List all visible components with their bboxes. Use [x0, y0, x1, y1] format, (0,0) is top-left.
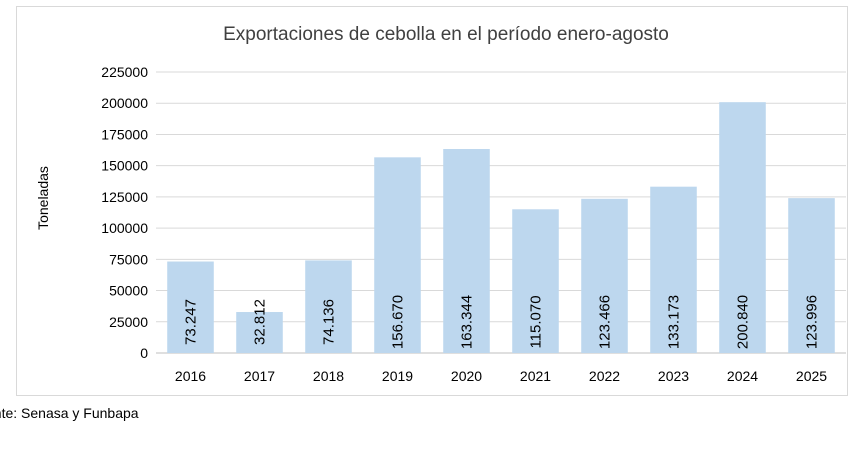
chart-frame [16, 6, 848, 396]
x-tick-labels: 2016 2017 2018 2019 2020 2021 2022 2023 2024 2025 [175, 368, 827, 384]
bar-2023 [650, 186, 697, 353]
data-label: 200.840 [735, 295, 752, 349]
x-tick-label: 2024 [727, 368, 758, 384]
bar-2020 [443, 149, 490, 353]
y-tick-label: 0 [140, 345, 148, 361]
y-tick-label: 225000 [101, 64, 148, 80]
y-tick-label: 100000 [101, 220, 148, 236]
data-label: 133.173 [666, 295, 683, 349]
x-tick-label: 2017 [244, 368, 275, 384]
bar-2017 [236, 312, 283, 353]
bar-2025 [788, 198, 835, 353]
y-tick-label: 75000 [109, 251, 148, 267]
x-tick-label: 2016 [175, 368, 206, 384]
data-label: 115.070 [528, 295, 545, 348]
y-tick-label: 125000 [101, 189, 148, 205]
data-label: 73.247 [183, 299, 200, 345]
data-label: 123.996 [804, 295, 821, 349]
bar-2018 [305, 260, 352, 353]
y-tick-label: 25000 [109, 314, 148, 330]
x-tick-label: 2019 [382, 368, 413, 384]
y-tick-label: 150000 [101, 158, 148, 174]
x-tick-label: 2022 [589, 368, 620, 384]
bars [167, 102, 835, 353]
bar-2024 [719, 102, 766, 353]
x-tick-label: 2020 [451, 368, 482, 384]
y-tick-label: 175000 [101, 126, 148, 142]
data-label: 163.344 [459, 295, 476, 349]
y-tick-label: 200000 [101, 95, 148, 111]
y-tick-labels: 0 25000 50000 75000 100000 125000 150000 175000… [101, 64, 148, 361]
x-tick-label: 2023 [658, 368, 689, 384]
bar-2021 [512, 209, 559, 353]
data-label: 74.136 [321, 299, 338, 345]
data-label: 123.466 [597, 295, 614, 349]
x-tick-label: 2018 [313, 368, 344, 384]
data-label: 32.812 [252, 299, 269, 345]
data-labels: 73.247 32.812 74.136 156.670 163.344 115.070 1… [183, 295, 821, 349]
bar-2019 [374, 157, 421, 353]
bar-2022 [581, 198, 628, 353]
bar-2016 [167, 261, 214, 353]
y-axis-label: Toneladas [35, 166, 51, 230]
y-tick-label: 50000 [109, 283, 148, 299]
chart-title: Exportaciones de cebolla en el período e… [223, 24, 669, 45]
x-tick-label: 2021 [520, 368, 551, 384]
data-label: 156.670 [390, 295, 407, 349]
x-tick-label: 2025 [796, 368, 827, 384]
source-note: ente: Senasa y Funbapa [0, 405, 139, 421]
